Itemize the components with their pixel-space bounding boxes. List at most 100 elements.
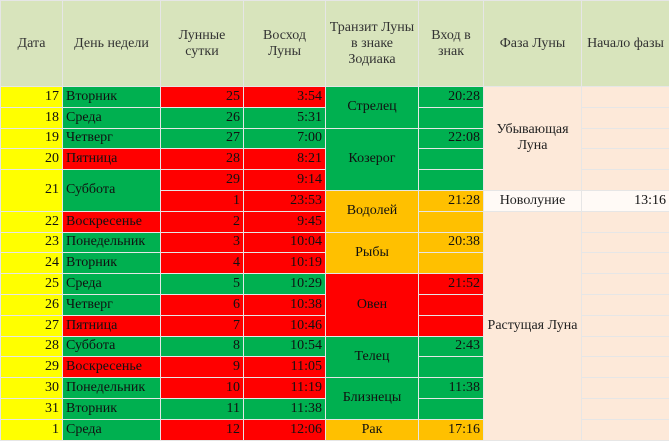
weekday-cell: Воскресенье (62, 210, 161, 233)
table-row: 26 Четверг 6 10:38 (0, 293, 669, 316)
zodiac-entry-cell (418, 210, 484, 233)
zodiac-sign-cell: Водолей (325, 189, 419, 233)
zodiac-sign-cell: Козерог (325, 127, 419, 191)
zodiac-entry-cell: 22:08 (418, 127, 484, 150)
date-cell: 22 (0, 210, 63, 233)
lunar-day-cell: 26 (160, 106, 244, 129)
moonrise-cell: 9:45 (243, 210, 326, 233)
moonrise-cell: 8:21 (243, 148, 326, 171)
moonrise-cell: 5:31 (243, 106, 326, 129)
lunar-day-cell: 8 (160, 335, 244, 358)
zodiac-sign-cell: Овен (325, 273, 419, 337)
moonrise-cell: 10:54 (243, 335, 326, 358)
lunar-day-cell: 11 (160, 397, 244, 420)
zodiac-entry-cell (418, 397, 484, 420)
moonrise-cell: 11:38 (243, 397, 326, 420)
header-cell: Транзит Луны в знаке Зодиака (325, 0, 419, 87)
zodiac-entry-cell: 11:38 (418, 377, 484, 399)
phase-start-cell (581, 169, 669, 191)
zodiac-sign-cell: Рак (325, 418, 419, 441)
weekday-cell: Суббота (62, 169, 161, 212)
header-cell: Восход Луны (243, 0, 326, 87)
date-cell: 23 (0, 231, 63, 254)
lunar-day-cell: 9 (160, 356, 244, 379)
zodiac-sign-cell: Рыбы (325, 231, 419, 275)
zodiac-entry-cell: 20:28 (418, 86, 484, 108)
date-cell: 1 (0, 418, 63, 441)
table-row: 24 Вторник 4 10:19 (0, 252, 669, 275)
zodiac-sign-cell: Близнецы (325, 377, 419, 420)
header-cell: Дата (0, 0, 63, 87)
table-row: 28 Суббота 8 10:54 Телец 2:43 (0, 335, 669, 379)
phase-start-cell (581, 335, 669, 358)
lunar-day-cell: 5 (160, 273, 244, 295)
weekday-cell: Среда (62, 418, 161, 441)
zodiac-entry-cell: 21:28 (418, 189, 484, 212)
moonrise-cell: 10:46 (243, 314, 326, 337)
weekday-cell: Четверг (62, 293, 161, 316)
header-row: Дата День недели Лунные сутки Восход Луны Тр… (0, 0, 669, 87)
moonrise-cell: 10:38 (243, 293, 326, 316)
phase-start-cell (581, 127, 669, 150)
table-row: 18 Среда 26 5:31 (0, 106, 669, 129)
date-cell: 28 (0, 335, 63, 358)
phase-start-cell (581, 418, 669, 441)
phase-start-cell (581, 314, 669, 337)
lunar-day-cell: 10 (160, 377, 244, 399)
date-cell: 19 (0, 127, 63, 150)
weekday-cell: Суббота (62, 335, 161, 358)
moonrise-cell: 12:06 (243, 418, 326, 441)
lunar-day-cell: 2 (160, 210, 244, 233)
phase-start-cell (581, 231, 669, 254)
moonrise-cell: 10:04 (243, 231, 326, 254)
weekday-cell: Вторник (62, 252, 161, 275)
date-cell: 17 (0, 86, 63, 108)
table-row: 19 Четверг 27 7:00 Козерог 22:08 (0, 127, 669, 191)
moonrise-cell: 11:19 (243, 377, 326, 399)
moonrise-cell: 10:29 (243, 273, 326, 295)
header-cell: Лунные сутки (160, 0, 244, 87)
moonrise-cell: 3:54 (243, 86, 326, 108)
phase-start-cell (581, 148, 669, 171)
table-body: 17 Вторник 25 3:54 Стрелец 20:28 Убывающая Лун… (0, 86, 669, 441)
phase-cell: Убывающая Луна (483, 86, 582, 191)
weekday-cell: Четверг (62, 127, 161, 150)
phase-start-cell: 13:16 (581, 189, 669, 212)
table-row: 20 Пятница 28 8:21 (0, 148, 669, 171)
weekday-cell: Среда (62, 106, 161, 129)
zodiac-entry-cell (418, 356, 484, 379)
phase-start-cell (581, 356, 669, 379)
zodiac-entry-cell (418, 293, 484, 316)
lunar-day-cell: 29 (160, 169, 244, 191)
zodiac-entry-cell: 20:38 (418, 231, 484, 254)
moonrise-cell: 9:14 (243, 169, 326, 191)
lunar-day-cell: 6 (160, 293, 244, 316)
date-cell: 18 (0, 106, 63, 129)
weekday-cell: Понедельник (62, 377, 161, 399)
date-cell: 31 (0, 397, 63, 420)
lunar-day-cell: 4 (160, 252, 244, 275)
weekday-cell: Воскресенье (62, 356, 161, 379)
phase-cell: Новолуние (483, 189, 582, 212)
zodiac-entry-cell (418, 252, 484, 275)
table-row: 23 Понедельник 3 10:04 Рыбы 20:38 (0, 231, 669, 275)
date-cell: 27 (0, 314, 63, 337)
weekday-cell: Пятница (62, 148, 161, 171)
date-cell: 29 (0, 356, 63, 379)
phase-start-cell (581, 293, 669, 316)
phase-start-cell (581, 106, 669, 129)
header-cell: Начало фазы (581, 0, 669, 87)
date-cell: 25 (0, 273, 63, 295)
phase-cell: Растущая Луна (483, 210, 582, 441)
zodiac-entry-cell: 2:43 (418, 335, 484, 358)
date-cell: 24 (0, 252, 63, 275)
lunar-day-cell: 25 (160, 86, 244, 108)
phase-start-cell (581, 397, 669, 420)
weekday-cell: Вторник (62, 397, 161, 420)
zodiac-entry-cell (418, 148, 484, 171)
weekday-cell: Понедельник (62, 231, 161, 254)
table-row: 17 Вторник 25 3:54 Стрелец 20:28 Убывающая Лун… (0, 86, 669, 191)
table-row: 21 Суббота 29 9:14 (0, 169, 669, 212)
weekday-cell: Пятница (62, 314, 161, 337)
